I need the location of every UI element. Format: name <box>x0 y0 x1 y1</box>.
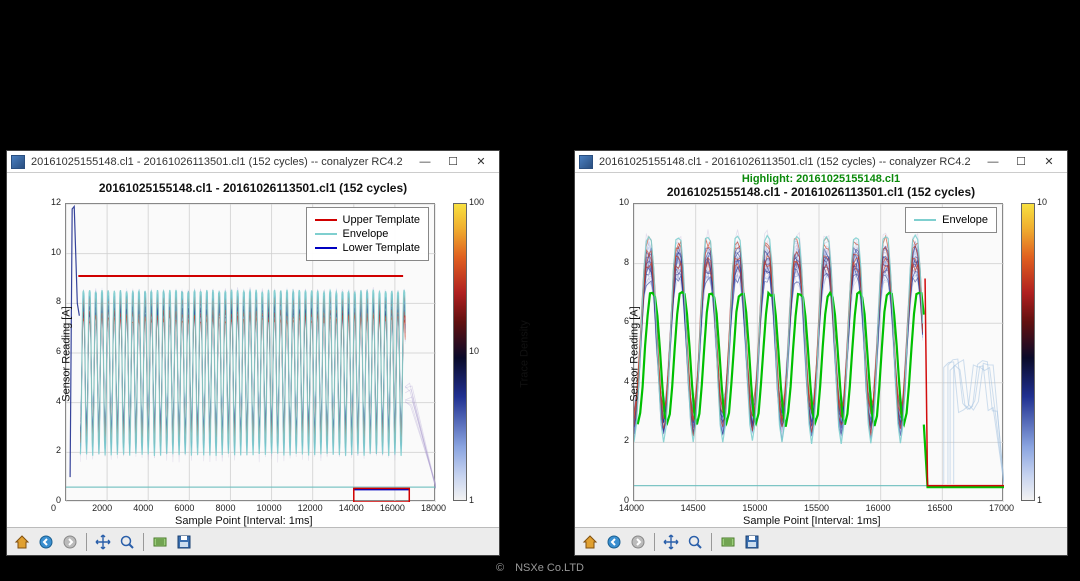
save-button[interactable] <box>173 531 195 553</box>
minimize-button[interactable]: — <box>411 152 439 172</box>
footer-copyright: © NSXe Co.LTD <box>0 559 1080 575</box>
app-icon <box>579 155 593 169</box>
close-button[interactable]: ✕ <box>1035 152 1063 172</box>
config-button[interactable] <box>149 531 171 553</box>
maximize-button[interactable]: ☐ <box>439 152 467 172</box>
back-button[interactable] <box>35 531 57 553</box>
home-button[interactable] <box>579 531 601 553</box>
window-title: 20161025155148.cl1 - 20161026113501.cl1 … <box>31 156 411 168</box>
window-right: 20161025155148.cl1 - 20161026113501.cl1 … <box>574 150 1068 556</box>
pan-button[interactable] <box>660 531 682 553</box>
plot-title: 20161025155148.cl1 - 20161026113501.cl1 … <box>7 181 499 195</box>
app-icon <box>11 155 25 169</box>
highlight-title: Highlight: 20161025155148.cl1 <box>575 173 1067 185</box>
colorbar-left <box>453 203 467 501</box>
window-title: 20161025155148.cl1 - 20161026113501.cl1 … <box>599 156 979 168</box>
close-button[interactable]: ✕ <box>467 152 495 172</box>
legend-item: Envelope <box>914 214 988 226</box>
colorbar-right <box>1021 203 1035 501</box>
y-axis-label: Sensor Reading [A] <box>61 306 73 401</box>
titlebar-left: 20161025155148.cl1 - 20161026113501.cl1 … <box>7 151 499 173</box>
legend-left: Upper Template Envelope Lower Template <box>306 207 429 261</box>
zoom-button[interactable] <box>684 531 706 553</box>
x-axis-label: Sample Point [Interval: 1ms] <box>743 515 881 527</box>
plot-area-right: Highlight: 20161025155148.cl1 2016102515… <box>575 173 1067 527</box>
legend-right: Envelope <box>905 207 997 233</box>
home-button[interactable] <box>11 531 33 553</box>
x-axis-label: Sample Point [Interval: 1ms] <box>175 515 313 527</box>
pan-button[interactable] <box>92 531 114 553</box>
toolbar-left <box>7 527 499 555</box>
titlebar-right: 20161025155148.cl1 - 20161026113501.cl1 … <box>575 151 1067 173</box>
colorbar-label: Trace Density <box>519 320 531 387</box>
maximize-button[interactable]: ☐ <box>1007 152 1035 172</box>
legend-item: Lower Template <box>315 242 420 254</box>
legend-item: Upper Template <box>315 214 420 226</box>
zoom-button[interactable] <box>116 531 138 553</box>
toolbar-right <box>575 527 1067 555</box>
plot-area-left: 20161025155148.cl1 - 20161026113501.cl1 … <box>7 173 499 527</box>
back-button[interactable] <box>603 531 625 553</box>
forward-button[interactable] <box>59 531 81 553</box>
forward-button[interactable] <box>627 531 649 553</box>
config-button[interactable] <box>717 531 739 553</box>
axes-right[interactable] <box>633 203 1003 501</box>
y-axis-label: Sensor Reading [A] <box>629 306 641 401</box>
legend-item: Envelope <box>315 228 420 240</box>
plot-title: 20161025155148.cl1 - 20161026113501.cl1 … <box>575 185 1067 199</box>
save-button[interactable] <box>741 531 763 553</box>
window-left: 20161025155148.cl1 - 20161026113501.cl1 … <box>6 150 500 556</box>
minimize-button[interactable]: — <box>979 152 1007 172</box>
